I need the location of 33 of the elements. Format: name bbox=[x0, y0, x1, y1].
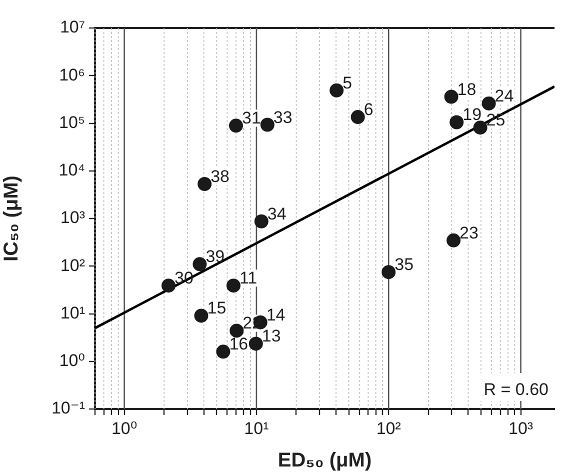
x-tick-label: 10³ bbox=[508, 418, 534, 438]
y-tick-label: 10³ bbox=[60, 208, 86, 228]
annotation: 13 bbox=[262, 326, 281, 346]
annotation: 23 bbox=[460, 223, 478, 242]
y-tick-label: 10⁷ bbox=[60, 18, 85, 37]
x-tick-label: 10² bbox=[376, 418, 402, 438]
annotation: R = 0.60 bbox=[484, 380, 548, 399]
annotation: 19 bbox=[462, 105, 482, 124]
annotation: 35 bbox=[394, 255, 414, 274]
annotation: 11 bbox=[239, 268, 258, 288]
annotation: 24 bbox=[494, 86, 514, 106]
y-tick-label: 10⁰ bbox=[59, 351, 86, 370]
annotation: 15 bbox=[207, 298, 226, 318]
annotation: 39 bbox=[206, 247, 225, 266]
y-tick-label: 10⁴ bbox=[58, 160, 85, 180]
y-tick-label: 10² bbox=[60, 256, 86, 275]
annotation: 16 bbox=[229, 334, 248, 354]
x-tick-label: 10¹ bbox=[244, 418, 270, 438]
annotation: 5 bbox=[342, 73, 352, 92]
annotation: 18 bbox=[457, 80, 476, 99]
y-tick-label: 10¹ bbox=[60, 303, 86, 322]
y-tick-label: 10⁻¹ bbox=[51, 398, 86, 418]
annotation: 14 bbox=[266, 305, 286, 324]
annotation: 38 bbox=[210, 167, 230, 186]
annotation: 33 bbox=[273, 108, 292, 127]
y-tick-label: 10⁶ bbox=[59, 65, 85, 84]
x-axis-title: ED₅₀ (μM) bbox=[278, 450, 372, 472]
x-tick-label: 10⁰ bbox=[111, 418, 138, 438]
annotation: 34 bbox=[267, 204, 286, 224]
y-tick-label: 10⁵ bbox=[59, 112, 85, 132]
annotation: 31 bbox=[242, 108, 261, 128]
annotation: 6 bbox=[364, 100, 374, 120]
y-axis-title: IC₅₀ (μM) bbox=[0, 176, 23, 262]
